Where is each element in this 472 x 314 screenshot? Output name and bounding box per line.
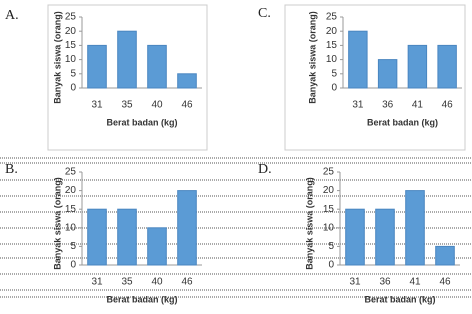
option-label: D. xyxy=(258,162,272,177)
x-tick-label: 31 xyxy=(352,100,364,111)
y-axis-label: Banyak siswa (orang) xyxy=(52,177,62,270)
y-tick-label: 5 xyxy=(331,68,337,79)
y-tick-label: 15 xyxy=(323,204,335,215)
x-tick-label: 36 xyxy=(382,100,394,111)
bar xyxy=(147,44,167,89)
bar xyxy=(87,208,107,266)
x-tick-label: 46 xyxy=(181,277,193,288)
y-tick-label: 10 xyxy=(326,54,338,65)
option-label: B. xyxy=(5,162,18,177)
y-tick-label: 25 xyxy=(65,12,77,23)
y-tick-label: 15 xyxy=(65,204,77,215)
y-axis-label: Banyak siswa (orang) xyxy=(52,11,62,104)
y-axis-label: Banyak siswa (orang) xyxy=(307,11,317,104)
y-tick-label: 0 xyxy=(331,83,337,94)
bar xyxy=(407,44,428,89)
y-tick-label: 10 xyxy=(65,54,77,65)
option-label: A. xyxy=(5,8,19,23)
y-tick-label: 5 xyxy=(70,241,76,252)
y-tick-label: 25 xyxy=(326,12,338,23)
x-tick-label: 40 xyxy=(151,100,163,111)
x-tick-label: 46 xyxy=(439,277,451,288)
y-tick-label: 5 xyxy=(328,241,334,252)
x-tick-label: 31 xyxy=(91,277,103,288)
option-label: C. xyxy=(258,6,271,21)
y-tick-label: 0 xyxy=(70,260,76,271)
x-tick-label: 36 xyxy=(379,277,391,288)
y-tick-label: 25 xyxy=(323,167,335,178)
y-tick-label: 20 xyxy=(65,26,77,37)
x-axis-label: Berat badan (kg) xyxy=(364,294,435,304)
y-tick-label: 15 xyxy=(65,40,77,51)
y-tick-label: 20 xyxy=(326,26,338,37)
y-tick-label: 0 xyxy=(328,260,334,271)
x-tick-label: 46 xyxy=(181,100,193,111)
y-tick-label: 10 xyxy=(65,222,77,233)
y-tick-label: 20 xyxy=(65,185,77,196)
x-axis-label: Berat badan (kg) xyxy=(106,294,177,304)
bar xyxy=(177,190,197,266)
bar xyxy=(345,208,365,266)
bar xyxy=(348,30,368,89)
y-axis-label: Banyak siswa (orang) xyxy=(304,177,314,270)
x-tick-label: 31 xyxy=(91,100,103,111)
scan-lines xyxy=(0,157,472,298)
bar xyxy=(377,59,398,89)
x-tick-label: 35 xyxy=(121,277,133,288)
x-axis-label: Berat badan (kg) xyxy=(367,117,438,127)
frame xyxy=(47,4,208,151)
frame xyxy=(284,4,466,151)
x-tick-label: 46 xyxy=(442,100,454,111)
bar xyxy=(117,208,137,266)
bar xyxy=(437,44,457,89)
bar xyxy=(117,30,137,89)
y-tick-label: 25 xyxy=(65,167,77,178)
x-tick-label: 35 xyxy=(121,100,133,111)
bar xyxy=(147,227,167,266)
y-tick-label: 0 xyxy=(70,83,76,94)
x-tick-label: 40 xyxy=(151,277,163,288)
x-tick-label: 41 xyxy=(409,277,421,288)
y-tick-label: 20 xyxy=(323,185,335,196)
bar xyxy=(375,208,395,266)
x-tick-label: 41 xyxy=(412,100,424,111)
bar xyxy=(87,44,107,89)
bar xyxy=(405,190,425,266)
bar xyxy=(177,73,197,89)
y-tick-label: 10 xyxy=(323,222,335,233)
y-tick-label: 5 xyxy=(70,68,76,79)
x-axis-label: Berat badan (kg) xyxy=(106,117,177,127)
y-tick-label: 15 xyxy=(326,40,338,51)
x-tick-label: 31 xyxy=(349,277,361,288)
bar xyxy=(435,245,455,266)
